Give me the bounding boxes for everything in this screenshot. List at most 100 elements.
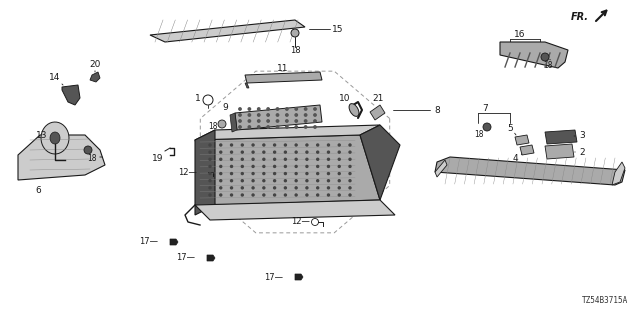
Circle shape bbox=[305, 108, 307, 110]
Circle shape bbox=[241, 172, 243, 175]
Circle shape bbox=[295, 108, 298, 110]
Circle shape bbox=[349, 165, 351, 167]
Circle shape bbox=[263, 194, 265, 196]
Circle shape bbox=[218, 120, 226, 128]
Circle shape bbox=[263, 158, 265, 160]
Circle shape bbox=[328, 151, 330, 153]
Circle shape bbox=[257, 120, 260, 122]
Circle shape bbox=[276, 120, 278, 122]
Polygon shape bbox=[245, 83, 249, 88]
Circle shape bbox=[284, 172, 286, 175]
Circle shape bbox=[312, 219, 319, 226]
Circle shape bbox=[241, 151, 243, 153]
Polygon shape bbox=[50, 132, 60, 144]
Polygon shape bbox=[500, 42, 568, 68]
Circle shape bbox=[314, 108, 316, 110]
Circle shape bbox=[338, 151, 340, 153]
Text: 11: 11 bbox=[277, 63, 289, 73]
Circle shape bbox=[305, 114, 307, 116]
Polygon shape bbox=[18, 135, 105, 180]
Circle shape bbox=[295, 126, 298, 128]
Circle shape bbox=[295, 114, 298, 116]
Text: 10: 10 bbox=[339, 93, 351, 102]
Circle shape bbox=[349, 180, 351, 182]
Text: 6: 6 bbox=[35, 186, 41, 195]
Circle shape bbox=[317, 151, 319, 153]
Circle shape bbox=[230, 180, 232, 182]
Circle shape bbox=[84, 146, 92, 154]
Circle shape bbox=[209, 151, 211, 153]
Circle shape bbox=[284, 187, 286, 189]
Circle shape bbox=[349, 194, 351, 196]
Text: 17—: 17— bbox=[176, 253, 195, 262]
Polygon shape bbox=[195, 135, 380, 205]
Text: 2: 2 bbox=[579, 148, 585, 156]
Circle shape bbox=[263, 165, 265, 167]
Circle shape bbox=[209, 158, 211, 160]
Circle shape bbox=[263, 187, 265, 189]
Circle shape bbox=[284, 165, 286, 167]
Circle shape bbox=[274, 144, 276, 146]
Circle shape bbox=[252, 144, 254, 146]
Circle shape bbox=[267, 114, 269, 116]
Circle shape bbox=[239, 108, 241, 110]
Circle shape bbox=[284, 180, 286, 182]
Text: 1: 1 bbox=[195, 93, 201, 102]
Circle shape bbox=[209, 144, 211, 146]
Circle shape bbox=[202, 169, 209, 175]
Circle shape bbox=[276, 126, 278, 128]
Circle shape bbox=[284, 144, 286, 146]
Text: 9: 9 bbox=[222, 102, 228, 111]
Circle shape bbox=[267, 120, 269, 122]
Circle shape bbox=[209, 194, 211, 196]
Circle shape bbox=[295, 187, 297, 189]
Circle shape bbox=[541, 53, 549, 61]
Circle shape bbox=[239, 126, 241, 128]
Circle shape bbox=[263, 180, 265, 182]
Polygon shape bbox=[41, 122, 69, 154]
Circle shape bbox=[285, 114, 288, 116]
Circle shape bbox=[328, 172, 330, 175]
Text: 18: 18 bbox=[87, 154, 97, 163]
Circle shape bbox=[306, 151, 308, 153]
Circle shape bbox=[252, 187, 254, 189]
Polygon shape bbox=[195, 125, 380, 140]
Circle shape bbox=[349, 172, 351, 175]
Circle shape bbox=[285, 108, 288, 110]
Circle shape bbox=[328, 187, 330, 189]
Circle shape bbox=[306, 144, 308, 146]
Circle shape bbox=[314, 120, 316, 122]
Circle shape bbox=[306, 194, 308, 196]
Circle shape bbox=[317, 165, 319, 167]
Circle shape bbox=[241, 144, 243, 146]
Circle shape bbox=[285, 120, 288, 122]
Polygon shape bbox=[360, 125, 400, 200]
Circle shape bbox=[295, 158, 297, 160]
Circle shape bbox=[328, 144, 330, 146]
Circle shape bbox=[317, 187, 319, 189]
Circle shape bbox=[209, 187, 211, 189]
Circle shape bbox=[230, 194, 232, 196]
Polygon shape bbox=[612, 162, 625, 185]
Circle shape bbox=[317, 194, 319, 196]
Circle shape bbox=[276, 108, 278, 110]
Circle shape bbox=[230, 144, 232, 146]
Circle shape bbox=[284, 158, 286, 160]
Polygon shape bbox=[370, 105, 385, 120]
Circle shape bbox=[220, 144, 222, 146]
Polygon shape bbox=[195, 200, 395, 220]
Circle shape bbox=[248, 126, 251, 128]
Circle shape bbox=[209, 180, 211, 182]
Circle shape bbox=[220, 187, 222, 189]
Circle shape bbox=[239, 120, 241, 122]
Circle shape bbox=[241, 187, 243, 189]
Polygon shape bbox=[170, 239, 178, 245]
Circle shape bbox=[257, 108, 260, 110]
Circle shape bbox=[252, 194, 254, 196]
Circle shape bbox=[220, 172, 222, 175]
Text: 18: 18 bbox=[290, 45, 300, 54]
Circle shape bbox=[267, 108, 269, 110]
Circle shape bbox=[263, 144, 265, 146]
Polygon shape bbox=[520, 145, 534, 155]
Text: 18: 18 bbox=[474, 130, 484, 139]
